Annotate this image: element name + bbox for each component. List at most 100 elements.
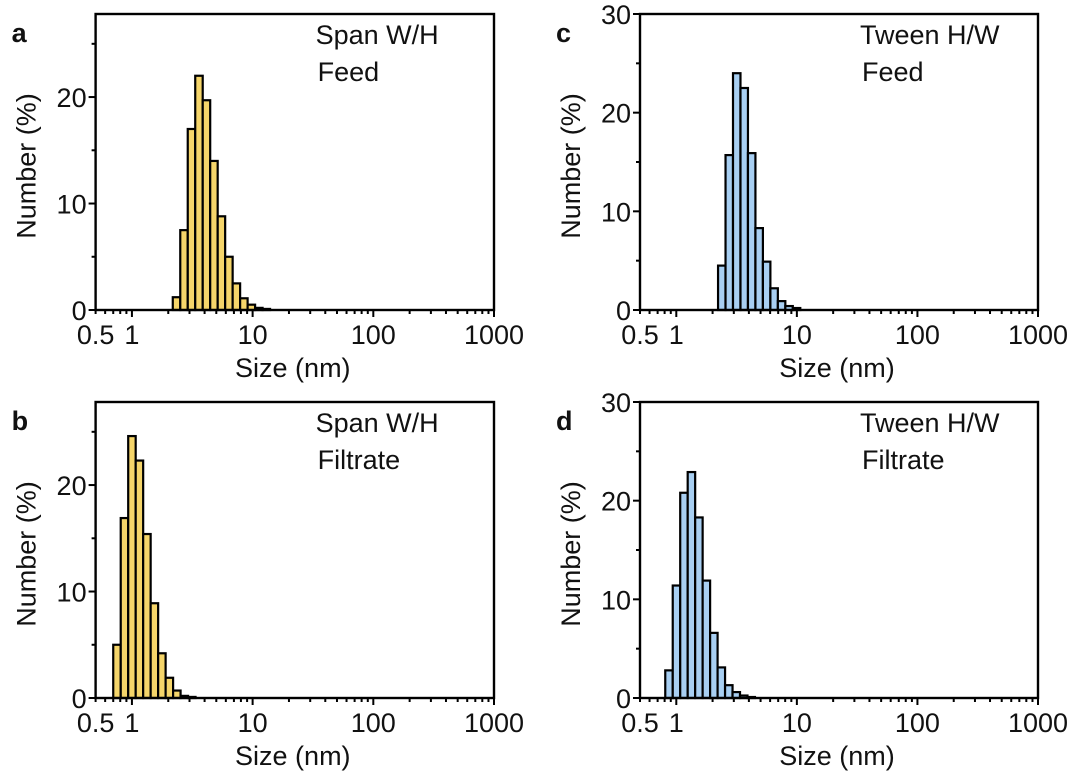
x-tick-label: 1 — [124, 320, 139, 350]
x-tick-label: 0.5 — [77, 320, 115, 350]
x-axis-title: Size (nm) — [779, 353, 895, 383]
y-tick-label: 0 — [616, 684, 631, 714]
panel-letter: c — [556, 18, 571, 48]
x-axis-ticks — [639, 698, 1039, 705]
annotation-line-1: Tween H/W — [860, 20, 1000, 50]
y-tick-label: 20 — [601, 487, 631, 517]
bars — [171, 74, 272, 312]
y-tick-label: 20 — [57, 83, 87, 113]
bar — [216, 215, 227, 312]
bar — [224, 255, 234, 312]
annotation-line-2: Feed — [862, 57, 924, 87]
bar — [686, 470, 697, 700]
bar — [679, 491, 689, 700]
panel-b: 0.5 1 10 100 1000 0 10 20 Size (nm) Number (%) b Sp… — [12, 400, 524, 771]
bar — [179, 229, 189, 312]
x-tick-label: 100 — [895, 708, 940, 738]
annotation-line-2: Feed — [318, 57, 380, 87]
x-tick-label: 0.5 — [621, 320, 659, 350]
bar — [112, 643, 122, 700]
plot-frame — [638, 12, 1040, 312]
bar — [723, 684, 734, 700]
bar — [231, 282, 242, 312]
x-tick-label: 100 — [895, 320, 940, 350]
bar — [186, 127, 197, 312]
panel-d: 0.5 1 10 100 1000 0 10 20 30 Size (nm) Number (%) d… — [556, 388, 1068, 771]
y-tick-label: 30 — [601, 388, 631, 418]
bar — [134, 459, 145, 700]
y-tick-label: 10 — [57, 578, 87, 608]
y-tick-label: 20 — [57, 471, 87, 501]
bar — [716, 264, 727, 312]
bar — [209, 159, 219, 312]
x-tick-label: 0.5 — [77, 708, 115, 738]
bars — [716, 72, 802, 312]
bar — [761, 260, 772, 312]
bar — [709, 631, 719, 700]
bar — [157, 652, 167, 700]
x-tick-label: 10 — [238, 320, 268, 350]
y-tick-label: 0 — [72, 684, 87, 714]
x-axis-title: Size (nm) — [235, 353, 351, 383]
x-tick-label: 1 — [124, 708, 139, 738]
x-axis-ticks — [94, 698, 495, 705]
bar — [664, 669, 674, 700]
x-tick-label: 1000 — [1008, 708, 1068, 738]
plot-frame — [94, 12, 496, 312]
x-tick-label: 10 — [238, 708, 268, 738]
x-tick-label: 1 — [669, 320, 684, 350]
bar — [776, 300, 787, 312]
annotation-line-1: Tween H/W — [860, 408, 1000, 438]
panel-letter: d — [556, 406, 573, 436]
y-tick-label: 10 — [57, 190, 87, 220]
bar — [739, 86, 750, 312]
bar — [171, 296, 182, 312]
annotation-line-1: Span W/H — [316, 20, 439, 50]
bar — [769, 287, 779, 312]
bar — [701, 579, 712, 700]
y-tick-label: 0 — [616, 296, 631, 326]
bars — [112, 434, 197, 700]
bar — [754, 227, 765, 312]
bar — [731, 72, 742, 312]
annotation-line-2: Filtrate — [318, 445, 401, 475]
bar — [194, 74, 204, 312]
x-tick-label: 1000 — [464, 320, 524, 350]
x-axis-title: Size (nm) — [779, 741, 895, 771]
x-tick-label: 1000 — [1008, 320, 1068, 350]
y-tick-label: 20 — [601, 99, 631, 129]
y-axis-title: Number (%) — [12, 93, 42, 239]
x-axis-title: Size (nm) — [235, 741, 351, 771]
bars — [664, 470, 757, 700]
bar — [716, 666, 727, 700]
panel-letter: b — [12, 406, 29, 436]
bar — [746, 152, 757, 312]
x-tick-label: 10 — [782, 320, 812, 350]
plot-frame — [94, 400, 496, 700]
y-axis-title: Number (%) — [12, 481, 42, 627]
x-tick-label: 100 — [351, 320, 396, 350]
bar — [127, 434, 137, 700]
y-axis-title: Number (%) — [556, 481, 586, 627]
y-tick-label: 10 — [601, 585, 631, 615]
x-tick-label: 100 — [351, 708, 396, 738]
y-tick-label: 30 — [601, 0, 631, 30]
y-tick-label: 10 — [601, 197, 631, 227]
x-axis-ticks — [639, 310, 1039, 317]
x-tick-label: 1 — [669, 708, 684, 738]
panel-c: 0.5 1 10 100 1000 0 10 20 30 Size (nm) Number (%) c… — [556, 0, 1068, 383]
y-tick-label: 0 — [72, 296, 87, 326]
x-tick-label: 10 — [782, 708, 812, 738]
panel-letter: a — [12, 18, 28, 48]
bar — [164, 676, 175, 700]
bar — [142, 532, 152, 700]
y-axis-title: Number (%) — [556, 93, 586, 239]
bar — [201, 99, 212, 312]
bar — [694, 516, 704, 700]
bar — [119, 516, 130, 700]
annotation-line-2: Filtrate — [862, 445, 945, 475]
x-tick-label: 1000 — [464, 708, 524, 738]
panel-a: 0.5 1 10 100 1000 0 10 20 Size (nm) Number (%) a Sp… — [12, 12, 524, 383]
bar — [671, 584, 682, 700]
